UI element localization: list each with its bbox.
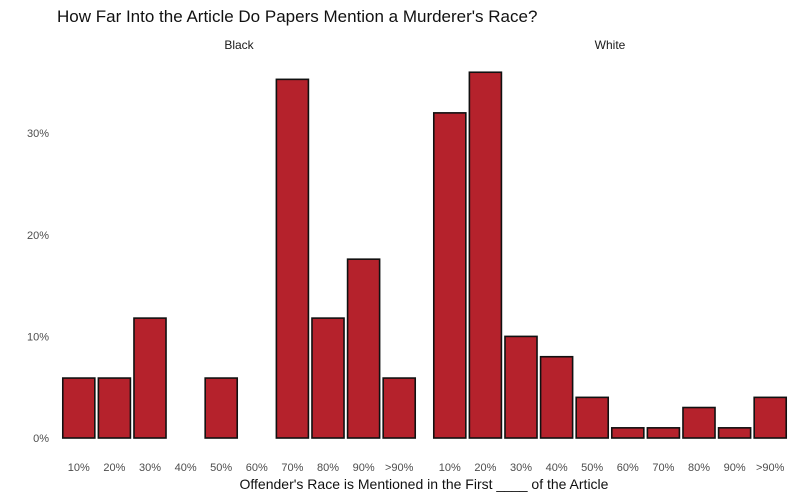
x-tick-label: 10% (68, 462, 90, 474)
bar-white-6 (610, 427, 645, 439)
y-tick-label: 20% (27, 230, 49, 242)
bar-white-2 (468, 71, 503, 439)
bar-black-7 (275, 78, 310, 439)
x-tick-label: 40% (546, 462, 568, 474)
y-axis: 0% 10% 20% 30% (27, 128, 49, 445)
x-tick-label: 70% (281, 462, 303, 474)
x-tick-label: >90% (385, 462, 414, 474)
x-tick-label: 50% (210, 462, 232, 474)
y-tick-label: 10% (27, 331, 49, 343)
bar-white-4 (539, 355, 574, 439)
panel-white: 10% 20% 30% 40% 50% 60% 70% 80% 90% >90% (432, 71, 788, 474)
x-tick-label: 90% (724, 462, 746, 474)
x-tick-label: 20% (103, 462, 125, 474)
x-tick-label: 80% (317, 462, 339, 474)
x-tick-label: 90% (353, 462, 375, 474)
panel-label-black: Black (224, 38, 254, 52)
x-tick-label: 10% (439, 462, 461, 474)
bar-white-1 (432, 112, 467, 439)
x-tick-label: 70% (652, 462, 674, 474)
bar-white-8 (682, 406, 716, 439)
chart-title: How Far Into the Article Do Papers Menti… (57, 7, 537, 26)
bar-white-7 (646, 427, 681, 439)
x-tick-label: >90% (756, 462, 785, 474)
bar-white-9 (717, 427, 752, 439)
x-tick-label: 40% (175, 462, 197, 474)
x-tick-label: 60% (617, 462, 639, 474)
x-tick-label: 20% (474, 462, 496, 474)
x-tick-label: 30% (139, 462, 161, 474)
y-tick-label: 0% (33, 433, 49, 445)
x-tick-label: 30% (510, 462, 532, 474)
bar-black-3 (133, 317, 167, 439)
y-tick-label: 30% (27, 128, 49, 140)
bar-black-10 (382, 377, 417, 439)
x-tick-label: 50% (581, 462, 603, 474)
bar-black-2 (97, 377, 132, 439)
x-tick-label: 60% (246, 462, 268, 474)
bar-black-1 (61, 377, 96, 439)
bar-black-8 (311, 317, 345, 439)
panel-black: 10% 20% 30% 40% 50% 60% 70% 80% 90% >90% (61, 78, 417, 474)
bar-white-10 (753, 396, 788, 439)
bar-white-3 (504, 335, 538, 439)
bar-black-5 (204, 377, 239, 439)
bar-black-9 (346, 258, 381, 439)
bar-white-5 (575, 396, 610, 439)
x-axis-title: Offender's Race is Mentioned in the Firs… (240, 476, 609, 492)
panel-label-white: White (595, 38, 626, 52)
x-tick-label: 80% (688, 462, 710, 474)
